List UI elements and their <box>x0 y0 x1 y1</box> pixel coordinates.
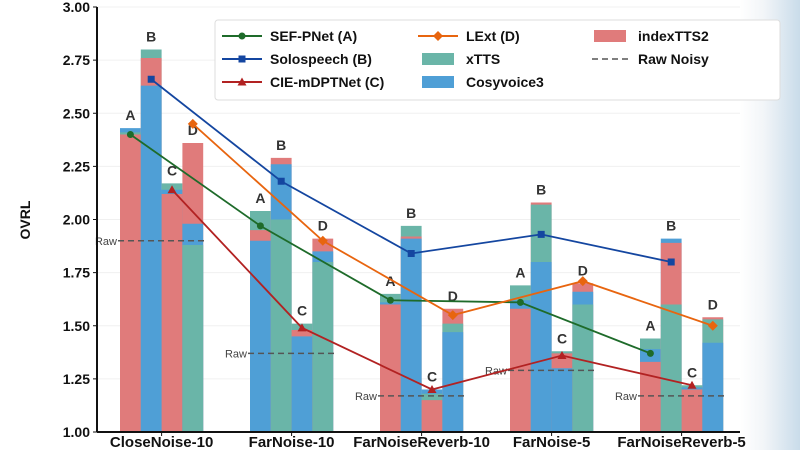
bar-letter: D <box>448 288 458 304</box>
legend-marker-3 <box>433 31 443 41</box>
series-marker-1 <box>407 250 415 257</box>
bar-cosyvoice3 <box>250 240 271 432</box>
x-tick-label: FarNoiseReverb-5 <box>617 434 745 450</box>
bar-letter: C <box>557 330 567 346</box>
bar-letter: A <box>125 107 135 123</box>
bar-cosyvoice3 <box>140 85 162 432</box>
bar-letter: C <box>297 303 307 319</box>
bar-cosyvoice3 <box>551 368 573 432</box>
legend-label: LExt (D) <box>466 28 520 44</box>
series-marker-3 <box>317 235 328 246</box>
bar-indextts2 <box>120 134 141 432</box>
bar-letter: A <box>385 273 395 289</box>
bar-xtts <box>182 245 204 432</box>
bar-cosyvoice3 <box>400 238 422 432</box>
raw-label: Raw <box>95 236 117 248</box>
bar-xtts <box>660 304 682 432</box>
series-marker-3 <box>447 310 458 321</box>
x-tick-label: CloseNoise-10 <box>110 434 213 450</box>
series-marker-2 <box>167 185 177 194</box>
bar-letter: B <box>406 205 416 221</box>
bar-indextts2 <box>640 361 661 432</box>
bar-letter: B <box>146 29 156 45</box>
bar-indextts2 <box>161 194 183 432</box>
bar-xtts <box>572 304 594 432</box>
series-marker-3 <box>187 118 198 129</box>
legend-swatch-0 <box>594 30 626 42</box>
series-marker-1 <box>537 230 545 238</box>
bar-letter: A <box>515 264 525 280</box>
bar-letter: B <box>276 137 286 153</box>
bar-letter: B <box>666 218 676 234</box>
x-tick-label: FarNoise-5 <box>513 434 591 450</box>
legend-label: CIE-mDPTNet (C) <box>270 74 384 90</box>
series-marker-0 <box>646 349 654 357</box>
series-marker-2 <box>427 385 437 393</box>
legend-label: indexTTS2 <box>638 28 709 44</box>
bar-letter: D <box>188 122 198 138</box>
bar-cosyvoice3 <box>530 262 552 432</box>
bar-letter: A <box>255 190 265 206</box>
series-marker-2 <box>687 380 697 389</box>
series-marker-2 <box>557 351 567 359</box>
series-marker-1 <box>667 258 675 266</box>
series-marker-3 <box>577 276 588 287</box>
legend-label: Cosyvoice3 <box>466 74 544 90</box>
legend-marker-0 <box>238 32 246 40</box>
x-tick-label: FarNoise-10 <box>249 434 335 450</box>
legend-label: SEF-PNet (A) <box>270 28 357 44</box>
bar-letter: A <box>645 318 655 334</box>
bar-letter: B <box>536 182 546 198</box>
y-tick-label: 1.25 <box>63 371 90 387</box>
legend-label: Raw Noisy <box>638 51 709 67</box>
series-marker-3 <box>707 320 718 331</box>
bar-indextts2 <box>681 389 703 432</box>
bar-letter: C <box>167 162 177 178</box>
legend-marker-2 <box>237 77 247 86</box>
bar-xtts <box>312 262 334 432</box>
y-tick-label: 2.75 <box>63 52 90 68</box>
bar-letter: C <box>687 364 697 380</box>
series-marker-0 <box>516 298 524 306</box>
y-tick-label: 3.00 <box>63 0 90 15</box>
legend-label: Solospeech (B) <box>270 51 372 67</box>
bar-indextts2 <box>421 400 443 432</box>
y-tick-label: 2.00 <box>63 212 90 228</box>
series-marker-0 <box>386 296 394 304</box>
raw-label: Raw <box>225 348 247 360</box>
legend-box <box>214 19 781 101</box>
series-marker-1 <box>277 177 285 185</box>
y-axis-label: OVRL <box>17 200 33 239</box>
legend-swatch-2 <box>422 76 454 88</box>
bar-letter: C <box>427 369 437 385</box>
legend-label: xTTS <box>466 51 500 67</box>
x-tick-label: FarNoiseReverb-10 <box>353 434 490 450</box>
raw-label: Raw <box>355 391 377 403</box>
bar-xtts <box>270 219 292 432</box>
raw-label: Raw <box>615 391 637 403</box>
bar-cosyvoice3 <box>291 336 313 432</box>
y-tick-label: 2.50 <box>63 105 90 121</box>
bar-letter: D <box>318 218 328 234</box>
bar-cosyvoice3 <box>702 342 724 432</box>
series-marker-0 <box>126 131 134 138</box>
bar-indextts2 <box>380 304 401 432</box>
y-tick-label: 1.00 <box>63 424 90 440</box>
y-tick-label: 2.25 <box>63 158 90 174</box>
y-tick-label: 1.50 <box>63 318 90 334</box>
series-marker-1 <box>147 75 155 83</box>
y-tick-label: 1.75 <box>63 265 90 281</box>
series-marker-0 <box>256 222 264 230</box>
bar-letter: D <box>708 296 718 312</box>
bar-letter: D <box>578 262 588 278</box>
legend-swatch-1 <box>422 53 454 65</box>
bar-cosyvoice3 <box>442 332 464 432</box>
legend-marker-1 <box>238 55 246 63</box>
series-marker-2 <box>297 323 307 332</box>
